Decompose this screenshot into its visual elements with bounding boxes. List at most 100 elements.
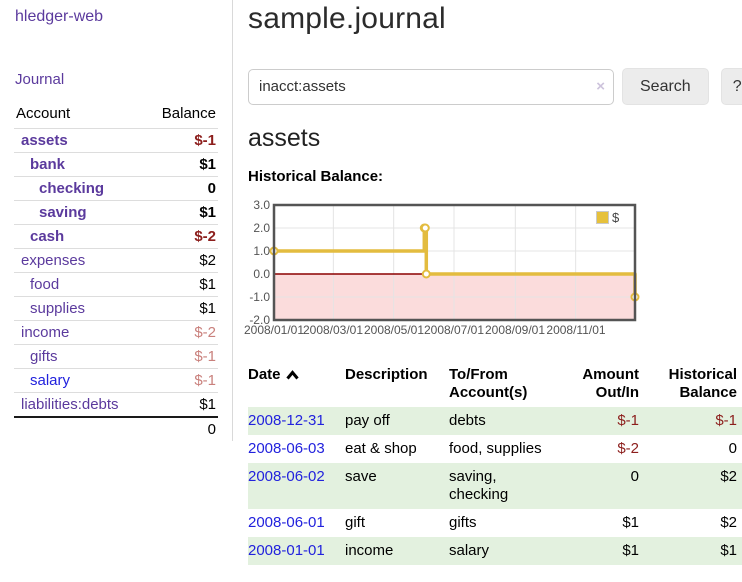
sidebar: hledger-web Journal Account Balance asse…: [0, 0, 233, 441]
y-axis-tick: 1.0: [253, 244, 270, 258]
transaction-accounts: saving, checking: [449, 468, 509, 503]
account-link-assets[interactable]: assets: [21, 132, 68, 149]
x-axis-tick: 2008/01/01: [243, 323, 305, 337]
app-brand-link[interactable]: hledger-web: [15, 8, 104, 25]
transaction-amount: $-2: [617, 440, 639, 457]
col-amount-outin: Amount Out/In: [582, 366, 639, 401]
account-balance: $1: [145, 200, 218, 225]
account-balance: $-1: [145, 368, 218, 393]
account-link-bank[interactable]: bank: [30, 156, 66, 173]
account-balance: 0: [145, 176, 218, 201]
account-row-salary: salary $-1: [14, 368, 218, 393]
page-title: sample.journal: [248, 2, 446, 35]
y-axis-tick: -2.0: [249, 313, 270, 327]
account-link-expenses[interactable]: expenses: [21, 252, 86, 269]
account-link-salary[interactable]: salary: [30, 372, 71, 389]
account-row-food: food $1: [14, 272, 218, 297]
account-row-income: income $-2: [14, 320, 218, 345]
account-link-checking[interactable]: checking: [39, 180, 105, 197]
transaction-description: save: [345, 468, 377, 485]
transaction-balance: $2: [720, 514, 737, 531]
transaction-row: 2008-06-03 eat & shop food, supplies $-2…: [248, 435, 742, 463]
transaction-description: pay off: [345, 412, 390, 429]
accounts-col-balance: Balance: [161, 105, 216, 122]
transaction-date-link[interactable]: 2008-12-31: [248, 412, 325, 429]
transaction-date-link[interactable]: 2008-06-01: [248, 514, 325, 531]
transaction-description: income: [345, 542, 394, 559]
y-axis-tick: 2.0: [253, 221, 270, 235]
register-header-row: Date Description To/From Account(s) Amou…: [248, 361, 742, 407]
account-link-food[interactable]: food: [30, 276, 60, 293]
transaction-accounts: food, supplies: [449, 440, 542, 457]
transaction-description: gift: [345, 514, 366, 531]
transaction-accounts: salary: [449, 542, 490, 559]
transaction-balance: 0: [728, 440, 737, 457]
chart-title: Historical Balance:: [248, 168, 384, 185]
account-link-cash[interactable]: cash: [30, 228, 65, 245]
x-axis-tick: 2008/09/01: [484, 323, 546, 337]
transaction-amount: $1: [622, 542, 639, 559]
account-balance: $-1: [145, 128, 218, 153]
y-axis-tick: 0.0: [253, 267, 270, 281]
account-row-cash: cash $-2: [14, 224, 218, 249]
transaction-amount: 0: [630, 468, 639, 485]
account-balance: $1: [145, 272, 218, 297]
account-row-bank: bank $1: [14, 152, 218, 177]
sort-ascending-icon: [285, 370, 299, 380]
col-date: Date: [248, 361, 345, 407]
register-table: Date Description To/From Account(s) Amou…: [248, 361, 742, 565]
account-row-supplies: supplies $1: [14, 296, 218, 321]
transaction-date-link[interactable]: 2008-06-03: [248, 440, 325, 457]
transaction-description: eat & shop: [345, 440, 417, 457]
account-link-gifts[interactable]: gifts: [30, 348, 58, 365]
accounts-total-value: 0: [145, 416, 218, 441]
accounts-table: Account Balance assets $-1 bank $1 check…: [14, 101, 218, 441]
account-balance: $-2: [145, 320, 218, 345]
transaction-row: 2008-06-02 save saving, checking 0 $2: [248, 463, 742, 509]
transaction-balance: $-1: [715, 412, 737, 429]
account-link-income[interactable]: income: [21, 324, 70, 341]
account-balance: $1: [145, 392, 218, 417]
account-row-gifts: gifts $-1: [14, 344, 218, 369]
transaction-balance: $2: [720, 468, 737, 485]
transaction-row: 2008-01-01 income salary $1 $1: [248, 537, 742, 565]
col-description: Description: [345, 366, 428, 383]
transaction-date-link[interactable]: 2008-06-02: [248, 468, 325, 485]
x-axis-tick: 2008/03/01: [302, 323, 364, 337]
transaction-row: 2008-12-31 pay off debts $-1 $-1: [248, 407, 742, 435]
search-input[interactable]: [248, 68, 614, 105]
y-axis-tick: 3.0: [253, 198, 270, 212]
x-axis-tick: 2008/05/01: [363, 323, 425, 337]
account-link-saving[interactable]: saving: [39, 204, 87, 221]
x-axis-tick: 2008/07/01: [423, 323, 485, 337]
transaction-accounts: gifts: [449, 514, 477, 531]
help-button[interactable]: ?: [720, 68, 742, 105]
account-row-liabilities-debts: liabilities:debts $1: [14, 392, 218, 417]
account-balance: $2: [145, 248, 218, 273]
account-link-supplies[interactable]: supplies: [30, 300, 86, 317]
clear-search-icon[interactable]: ×: [596, 77, 605, 95]
transaction-amount: $-1: [617, 412, 639, 429]
account-row-assets: assets $-1: [14, 128, 218, 153]
account-link-liabilities-debts[interactable]: liabilities:debts: [21, 396, 119, 413]
transaction-accounts: debts: [449, 412, 486, 429]
account-balance: $-2: [145, 224, 218, 249]
chart-legend: $: [596, 210, 619, 225]
legend-label: $: [612, 210, 620, 225]
col-historical-balance: Historical Balance: [668, 366, 737, 401]
legend-swatch-icon: [596, 211, 609, 224]
account-balance: $1: [145, 296, 218, 321]
x-axis-tick: 2008/11/01: [546, 323, 606, 337]
transaction-balance: $1: [720, 542, 737, 559]
account-page-title: assets: [248, 124, 321, 152]
account-row-saving: saving $1: [14, 200, 218, 225]
account-row-checking: checking 0: [14, 176, 218, 201]
transaction-date-link[interactable]: 2008-01-01: [248, 542, 325, 559]
col-tofrom-accounts: To/From Account(s): [449, 366, 528, 401]
search-form: × Search ?: [248, 68, 742, 105]
transaction-row: 2008-06-01 gift gifts $1 $2: [248, 509, 742, 537]
y-axis-tick: -1.0: [249, 290, 270, 304]
search-button[interactable]: Search: [622, 68, 709, 105]
sidebar-item-journal[interactable]: Journal: [15, 71, 65, 88]
account-balance: $-1: [145, 344, 218, 369]
